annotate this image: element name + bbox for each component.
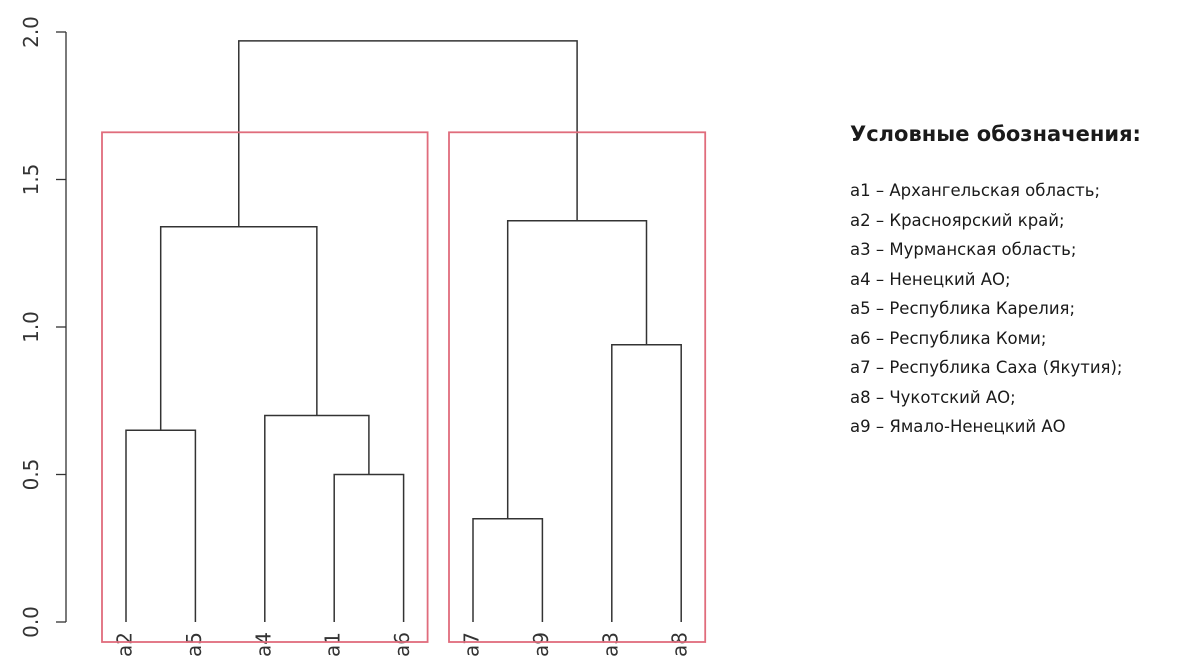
legend-title: Условные обозначения: (850, 122, 1141, 146)
y-tick-label: 2.0 (19, 16, 43, 48)
legend-item: а8 – Чукотский АО; (850, 387, 1016, 407)
y-tick-label: 1.0 (19, 311, 43, 343)
leaf-label: a1 (321, 632, 345, 657)
cluster-box (448, 131, 707, 643)
dendrogram-link (159, 225, 318, 431)
dendrogram-link (506, 220, 648, 519)
dendrogram-link (238, 40, 578, 227)
dendrogram-chart: 0.0 0.5 1.0 1.5 2.0 a2 a5 a4 a1 a6 a7 a9 a3 a8 (19, 16, 707, 657)
y-tick-label: 0.5 (19, 459, 43, 491)
leaf-label: a5 (182, 632, 206, 657)
dendrogram-link (611, 343, 682, 622)
dendrogram-link (472, 518, 544, 622)
leaf-label: a6 (390, 632, 414, 657)
dendrogram-link (125, 429, 197, 622)
y-tick-label: 0.0 (19, 606, 43, 638)
cluster-box (101, 131, 429, 643)
legend-item: а3 – Мурманская область; (850, 240, 1077, 259)
dendrogram-link (333, 473, 405, 622)
leaf-label: a4 (251, 632, 275, 657)
leaf-label: a3 (598, 632, 622, 657)
legend: Условные обозначения: а1 – Архангельская… (850, 122, 1180, 442)
legend-item: а4 – Ненецкий АО; (850, 269, 1011, 289)
y-tick-label: 1.5 (19, 164, 43, 196)
leaf-label: a7 (460, 632, 484, 657)
legend-item: а7 – Республика Саха (Якутия); (850, 358, 1123, 377)
leaf-label: a2 (113, 632, 137, 657)
legend-item: а2 – Красноярский край; (850, 210, 1065, 230)
legend-list: а1 – Архангельская область; а2 – Красноя… (850, 176, 1180, 442)
dendrogram-link (264, 414, 370, 622)
leaf-label: a8 (668, 632, 692, 657)
leaf-label: a9 (529, 632, 553, 657)
legend-item: а5 – Республика Карелия; (850, 299, 1076, 318)
legend-item: а1 – Архангельская область; (850, 181, 1101, 200)
legend-item: а6 – Республика Коми; (850, 328, 1047, 348)
legend-item: а9 – Ямало-Ненецкий АО (850, 417, 1066, 436)
